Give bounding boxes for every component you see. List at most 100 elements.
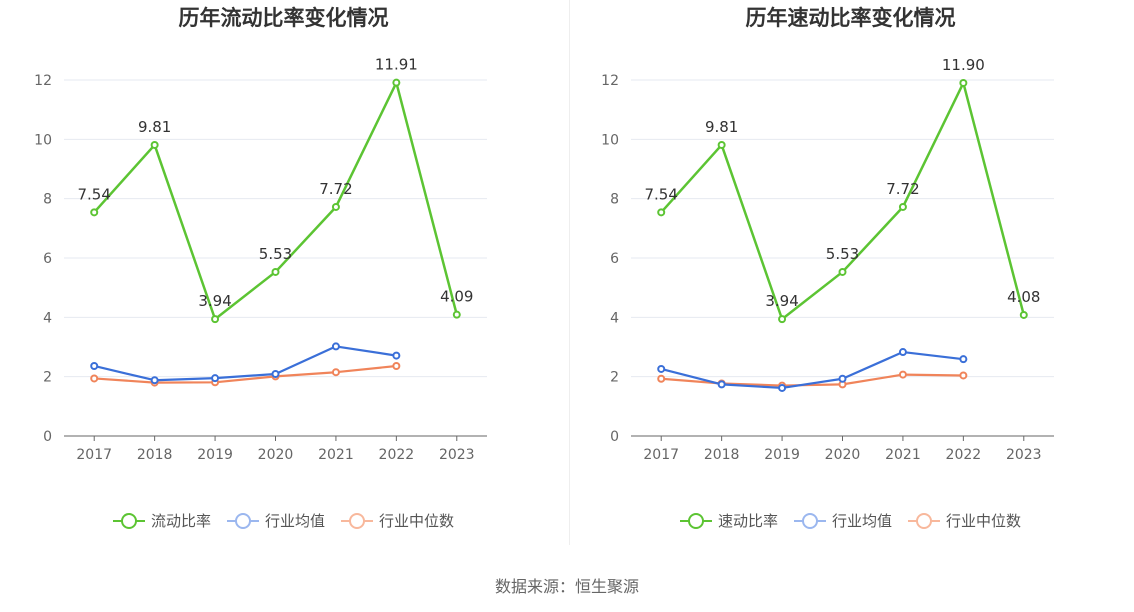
data-point[interactable] [838,374,847,383]
data-point[interactable] [331,202,340,211]
current-ratio-chart: 0 2 4 6 8 10 12 2017 2018 2019 2020 2021 2022 2023 7.5… [34,56,487,463]
legend-line-circle-icon [679,512,712,529]
legend-item-quick-ratio[interactable]: 速动比率 [679,510,778,531]
data-point[interactable] [778,315,787,324]
x-tick-label: 2021 [885,447,921,463]
legend-line-circle-icon [793,512,826,529]
legend-label: 流动比率 [150,512,211,530]
y-tick-label: 8 [43,192,52,208]
data-label: 3.94 [765,292,798,310]
data-point[interactable] [271,267,280,276]
legend-label: 速动比率 [717,512,778,530]
data-point[interactable] [452,310,461,319]
current-ratio-panel: 历年流动比率变化情况 0 2 4 6 8 10 12 2017 2018 2019 2020 2021… [0,0,567,545]
data-point[interactable] [150,140,159,149]
data-point[interactable] [1019,310,1028,319]
series-line [94,364,397,384]
quick-ratio-panel: 历年速动比率变化情况 0 2 4 6 8 10 12 2017 2018 2019 2020 2021… [567,0,1134,545]
y-tick-label: 6 [43,251,52,267]
chart-legend: 流动比率 行业均值 行业中位数 [0,510,567,531]
x-tick-label: 2023 [439,447,475,463]
data-point[interactable] [898,202,907,211]
panel-divider [569,0,570,545]
data-point[interactable] [90,361,99,370]
data-label: 11.90 [942,56,985,74]
legend-item-current-ratio[interactable]: 流动比率 [112,510,211,531]
chart-title: 历年速动比率变化情况 [745,6,956,30]
legend-label: 行业中位数 [379,512,455,530]
data-point[interactable] [717,380,726,389]
data-label: 9.81 [705,118,738,136]
x-tick-label: 2020 [825,447,861,463]
data-point[interactable] [898,348,907,357]
legend-item-industry-avg[interactable]: 行业均值 [793,510,892,531]
data-point[interactable] [657,364,666,373]
data-point[interactable] [959,78,968,87]
data-point[interactable] [959,355,968,364]
y-tick-label: 8 [610,192,619,208]
data-label: 5.53 [826,245,859,263]
legend-label: 行业中位数 [946,512,1022,530]
legend-item-industry-median[interactable]: 行业中位数 [908,510,1021,531]
data-source-note: 数据来源：恒生聚源 [494,577,639,596]
data-label: 11.91 [375,56,418,74]
data-label: 7.54 [645,185,678,203]
x-tick-label: 2022 [379,447,415,463]
data-point[interactable] [331,368,340,377]
x-tick-label: 2022 [946,447,982,463]
data-label: 9.81 [138,118,171,136]
quick-ratio-chart: 0 2 4 6 8 10 12 2017 2018 2019 2020 2021 2022 2023 7.5… [601,56,1054,463]
y-tick-label: 4 [610,310,619,326]
legend-line-circle-icon [112,512,145,529]
y-tick-label: 4 [43,310,52,326]
data-label: 4.08 [1007,288,1040,306]
x-tick-label: 2017 [76,447,112,463]
legend-item-industry-avg[interactable]: 行业均值 [226,510,325,531]
data-point[interactable] [150,376,159,385]
legend-line-circle-icon [226,512,259,529]
y-tick-label: 10 [601,132,619,148]
data-point[interactable] [778,383,787,392]
data-point[interactable] [392,351,401,360]
data-point[interactable] [717,140,726,149]
x-tick-label: 2017 [643,447,679,463]
data-point[interactable] [657,208,666,217]
y-tick-label: 0 [43,429,52,445]
series-line [93,345,397,382]
legend-line-circle-icon [341,512,373,529]
data-point[interactable] [838,267,847,276]
data-point[interactable] [657,374,666,383]
data-point[interactable] [211,315,220,324]
y-tick-label: 6 [610,251,619,267]
x-tick-label: 2023 [1006,447,1042,463]
data-label: 7.54 [78,185,111,203]
data-point[interactable] [90,208,99,217]
chart-legend: 速动比率 行业均值 行业中位数 [567,510,1134,531]
y-tick-label: 10 [34,132,52,148]
y-tick-label: 0 [610,429,619,445]
data-point[interactable] [331,342,340,351]
x-tick-label: 2018 [704,447,740,463]
data-point[interactable] [90,374,99,383]
data-point[interactable] [392,361,401,370]
data-point[interactable] [211,374,220,383]
legend-item-industry-median[interactable]: 行业中位数 [341,510,454,531]
data-point[interactable] [959,371,968,380]
series-line [660,350,964,390]
data-label: 7.72 [886,180,919,198]
data-point[interactable] [392,78,401,87]
x-tick-label: 2020 [258,447,294,463]
x-tick-label: 2019 [764,447,800,463]
legend-label: 行业均值 [264,512,325,530]
chart-title: 历年流动比率变化情况 [178,6,389,30]
data-label: 7.72 [319,180,352,198]
legend-line-circle-icon [908,512,940,529]
data-point[interactable] [271,369,280,378]
data-label: 4.09 [440,288,473,306]
y-tick-label: 2 [610,370,619,386]
y-tick-label: 2 [43,370,52,386]
y-tick-label: 12 [601,73,619,89]
data-point[interactable] [898,370,907,379]
x-tick-label: 2019 [197,447,233,463]
x-tick-label: 2021 [318,447,354,463]
